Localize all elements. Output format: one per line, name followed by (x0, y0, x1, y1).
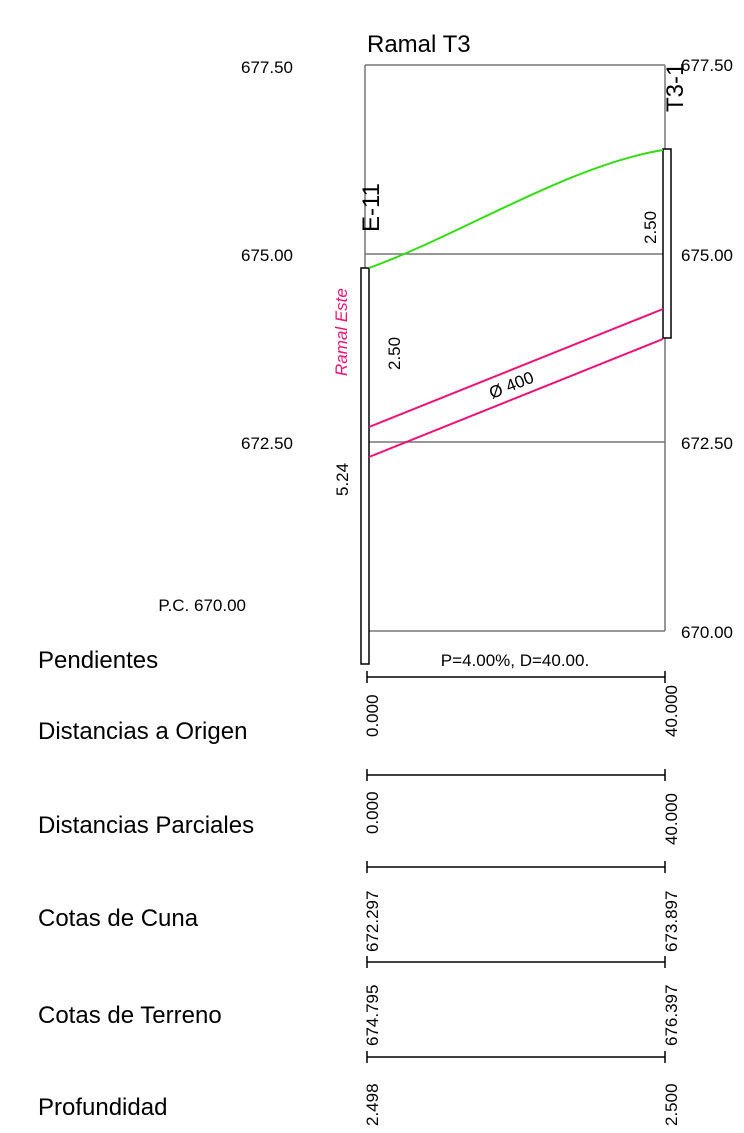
value-dist-origen-start: 0.000 (363, 694, 382, 737)
row-label-cotas-cuna: Cotas de Cuna (38, 905, 199, 932)
manhole-e11-total: 5.24 (333, 463, 352, 496)
value-profundidad-start: 2.498 (363, 1083, 382, 1126)
manhole-e11-label: E-11 (358, 183, 385, 232)
value-cota-cuna-end: 673.897 (662, 891, 681, 952)
elev-right-677-50: 677.50 (681, 56, 733, 75)
elev-right-672-50: 672.50 (681, 434, 733, 453)
row-label-distancias-origen: Distancias a Origen (38, 718, 247, 745)
manhole-t3-1-shaft (662, 148, 672, 339)
terrain-line (368, 149, 664, 269)
value-cota-cuna-start: 672.297 (363, 891, 382, 952)
pipe-crown-line (368, 308, 664, 428)
elev-right-670-00: 670.00 (681, 623, 733, 642)
manhole-t3-1-label: T3-1 (662, 63, 689, 112)
row-label-cotas-terreno: Cotas de Terreno (38, 1002, 222, 1029)
segment-slope-label: P=4.00%, D=40.00. (441, 651, 589, 670)
elev-left-672-50: 672.50 (241, 434, 293, 453)
value-dist-origen-end: 40.000 (662, 685, 681, 737)
reference-plane: P.C. 670.00 (158, 596, 246, 615)
table-lines (366, 671, 666, 1063)
elev-left-677-50: 677.50 (241, 58, 293, 77)
branch-label: Ramal Este (332, 288, 351, 376)
elev-right-675-00: 675.00 (681, 246, 733, 265)
value-cota-terreno-start: 674.795 (363, 985, 382, 1046)
manhole-e11-depth: 2.50 (385, 337, 404, 370)
grid-lines (364, 64, 666, 632)
value-dist-parcial-start: 0.000 (363, 791, 382, 834)
manhole-e11-shaft (360, 267, 370, 665)
value-profundidad-end: 2.500 (662, 1083, 681, 1126)
value-cota-terreno-end: 676.397 (662, 985, 681, 1046)
pipe-invert-line (368, 338, 664, 458)
row-label-distancias-parciales: Distancias Parciales (38, 812, 254, 839)
manhole-t3-1-depth: 2.50 (641, 211, 660, 244)
row-label-pendientes: Pendientes (38, 647, 158, 674)
value-dist-parcial-end: 40.000 (662, 793, 681, 845)
profile-title: Ramal T3 (367, 31, 471, 58)
row-label-profundidad: Profundidad (38, 1094, 167, 1121)
pipe-diameter-label: Ø 400 (486, 368, 536, 403)
elev-left-675-00: 675.00 (241, 246, 293, 265)
